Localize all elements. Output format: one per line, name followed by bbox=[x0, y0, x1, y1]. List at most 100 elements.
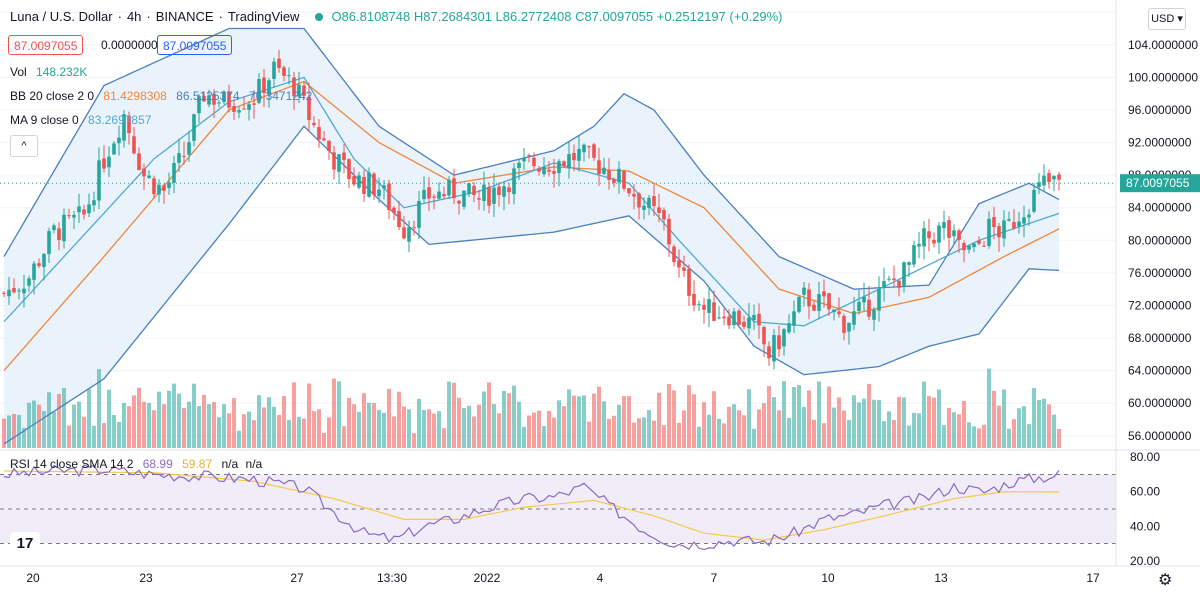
volume-bar bbox=[572, 395, 576, 448]
volume-bar bbox=[1002, 389, 1006, 448]
candle-body bbox=[712, 302, 716, 321]
volume-bar bbox=[852, 395, 856, 448]
volume-bar bbox=[782, 381, 786, 448]
vol-legend[interactable]: Vol 148.232K bbox=[10, 65, 87, 79]
time-tick-label: 17 bbox=[1086, 571, 1100, 585]
candle-body bbox=[282, 67, 286, 76]
volume-bar bbox=[467, 405, 471, 448]
volume-bar bbox=[22, 427, 26, 448]
volume-bar bbox=[802, 406, 806, 448]
tradingview-logo[interactable]: 17 bbox=[10, 532, 40, 556]
candle-body bbox=[242, 108, 246, 110]
last-price-box[interactable]: 87.0097055 bbox=[8, 35, 84, 55]
volume-bar bbox=[822, 423, 826, 448]
volume-bar bbox=[1007, 428, 1011, 448]
axes: 56.0000000 60.0000000 64.0000000 68.0000000… bbox=[0, 0, 1200, 585]
symbol-name[interactable]: Luna / U.S. Dollar bbox=[10, 9, 113, 24]
candle-body bbox=[1007, 219, 1011, 221]
volume-bar bbox=[632, 422, 636, 448]
collapse-legend-button[interactable]: ^ bbox=[10, 135, 38, 157]
bb-legend[interactable]: BB 20 close 2 0 81.4298308 86.5125374 76… bbox=[10, 89, 312, 103]
candle-body bbox=[602, 167, 606, 174]
volume-bar bbox=[87, 389, 91, 448]
candle-body bbox=[732, 311, 736, 326]
candle-body bbox=[157, 184, 161, 195]
candle-body bbox=[832, 309, 836, 313]
candle-body bbox=[57, 228, 61, 241]
candle-body bbox=[492, 187, 496, 204]
current-price-box[interactable]: 87.0097055 bbox=[157, 35, 233, 55]
volume-bar bbox=[942, 425, 946, 448]
candle-body bbox=[327, 140, 331, 152]
candle-body bbox=[337, 154, 341, 172]
volume-bar bbox=[697, 426, 701, 448]
volume-bar bbox=[702, 402, 706, 448]
price-tick-label: 100.0000000 bbox=[1128, 70, 1198, 84]
candle-body bbox=[297, 84, 301, 97]
volume-bar bbox=[352, 404, 356, 448]
price-tick-label: 104.0000000 bbox=[1128, 38, 1198, 52]
volume-bar bbox=[192, 383, 196, 448]
candle-body bbox=[512, 168, 516, 195]
candle-body bbox=[352, 176, 356, 185]
rsi-legend-value: 68.99 bbox=[142, 457, 173, 471]
currency-select[interactable]: USD ▾ bbox=[1148, 8, 1186, 30]
rsi-legend[interactable]: RSI 14 close SMA 14 2 68.99 59.87 n/a n/… bbox=[10, 457, 262, 471]
candle-body bbox=[67, 215, 71, 217]
candle-body bbox=[172, 163, 176, 183]
candle-body bbox=[587, 146, 591, 148]
volume-bar bbox=[337, 381, 341, 448]
candle-body bbox=[837, 311, 841, 315]
candle-body bbox=[747, 317, 751, 329]
candle-body bbox=[517, 162, 521, 168]
gear-icon[interactable]: ⚙ bbox=[1158, 572, 1173, 589]
candle-body bbox=[872, 309, 876, 320]
interval[interactable]: 4h bbox=[126, 9, 142, 24]
volume-bar bbox=[612, 415, 616, 448]
volume-bar bbox=[17, 415, 21, 448]
candle-body bbox=[627, 188, 631, 194]
volume-bar bbox=[452, 382, 456, 448]
candle-body bbox=[217, 102, 221, 104]
volume-bar bbox=[152, 410, 156, 448]
volume-bar bbox=[197, 406, 201, 448]
candle-body bbox=[22, 288, 26, 294]
bollinger-lower-line bbox=[3, 125, 1060, 445]
volume-bar bbox=[712, 391, 716, 448]
candle-body bbox=[152, 178, 156, 195]
volume-bar bbox=[267, 397, 271, 448]
candle-body bbox=[372, 173, 376, 195]
candle-body bbox=[222, 91, 226, 103]
separator: · bbox=[146, 9, 151, 24]
candle-body bbox=[727, 316, 731, 326]
candle-body bbox=[972, 243, 976, 248]
candle-body bbox=[292, 77, 296, 97]
volume-bar bbox=[902, 397, 906, 448]
candle-body bbox=[697, 304, 701, 306]
candle-body bbox=[487, 187, 491, 206]
candle-body bbox=[192, 114, 196, 141]
time-tick-label: 27 bbox=[290, 571, 304, 585]
volume-bar bbox=[392, 416, 396, 448]
volume-bar bbox=[142, 401, 146, 448]
candle-body bbox=[737, 310, 741, 325]
ma-legend[interactable]: MA 9 close 0 83.2697857 bbox=[10, 113, 151, 127]
volume-bar bbox=[682, 410, 686, 448]
volume-bar bbox=[322, 432, 326, 448]
volume-bar bbox=[732, 404, 736, 448]
candle-body bbox=[882, 281, 886, 288]
volume-bar bbox=[367, 402, 371, 448]
candle-body bbox=[17, 290, 21, 292]
volume-bar bbox=[77, 401, 81, 448]
volume-bar bbox=[827, 386, 831, 448]
candle-body bbox=[897, 280, 901, 288]
candle-body bbox=[507, 187, 511, 193]
candle-body bbox=[367, 172, 371, 197]
volume-bar bbox=[762, 403, 766, 448]
candle-body bbox=[132, 136, 136, 154]
volume-bar bbox=[922, 381, 926, 448]
candle-body bbox=[382, 185, 386, 189]
time-tick-label: 2022 bbox=[474, 571, 501, 585]
